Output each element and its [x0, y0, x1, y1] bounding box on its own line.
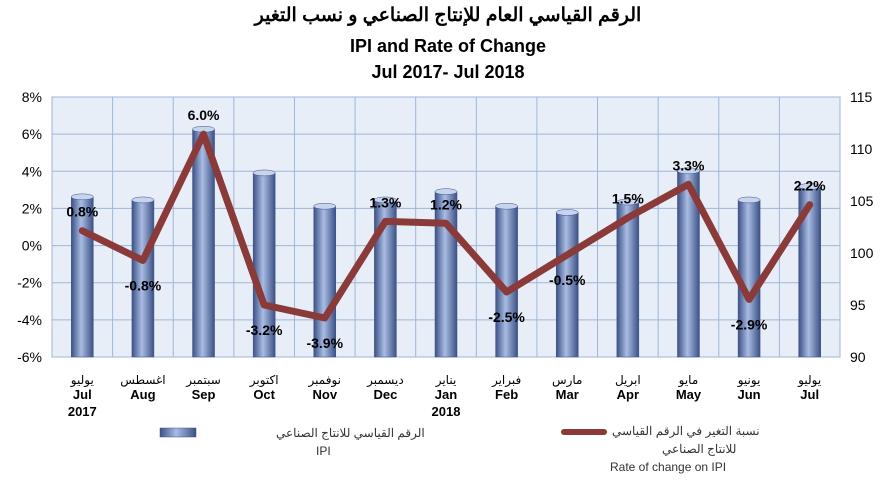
rate-data-label: 2.2% [794, 178, 826, 194]
y-left-tick-label: 6% [22, 126, 42, 142]
ipi-bar-top [737, 196, 761, 204]
x-tick-label-ar: فبراير [491, 373, 521, 388]
x-tick-label-en: Jul [800, 387, 819, 402]
chart-period: Jul 2017- Jul 2018 [371, 62, 525, 82]
rate-point [384, 220, 387, 223]
rate-data-label: -3.2% [246, 322, 283, 338]
y-right-tick-label: 95 [850, 297, 866, 313]
x-tick-label-en: Nov [312, 387, 337, 402]
rate-data-label: 6.0% [188, 107, 220, 123]
x-tick-label-ar: مايو [678, 373, 699, 388]
y-axis-right: 90 95 100 105 110 115 [850, 89, 874, 365]
rate-point [263, 304, 266, 306]
data-labels: 0.8% -0.8% 6.0% -3.2% -3.9% 1.3% 1.2% -2.5% -0.5… [66, 107, 826, 351]
ipi-bar-top [71, 193, 94, 201]
x-tick-label-en: Jan [435, 387, 457, 402]
x-tick-label-ar: سبتمبر [185, 373, 220, 388]
x-tick-label-ar: نوفمبر [308, 373, 341, 388]
rate-point [202, 133, 205, 136]
rate-line [78, 130, 814, 322]
rate-data-label: -0.8% [125, 277, 162, 293]
ipi-bar-top [434, 188, 458, 195]
y-right-tick-label: 100 [850, 245, 874, 261]
rate-data-label: -3.9% [306, 335, 343, 351]
chart-title-english: IPI and Rate of Change [349, 36, 547, 56]
rate-point [626, 216, 629, 219]
x-tick-label-ar: ابريل [615, 373, 641, 388]
rate-point [505, 291, 508, 293]
ipi-bar-top [616, 198, 640, 206]
ipi-bar [434, 191, 458, 358]
x-tick-label-year: 2017 [68, 404, 97, 419]
y-left-tick-label: 8% [22, 89, 42, 105]
y-left-tick-label: 2% [22, 200, 42, 216]
ipi-bar-top [252, 169, 276, 177]
rate-data-label: 0.8% [66, 204, 98, 220]
y-left-tick-label: -4% [17, 312, 42, 328]
legend-rate-arabic-line1: نسبة التغير في الرقم القياسي [612, 424, 760, 438]
y-right-tick-label: 90 [850, 349, 866, 365]
x-tick-label-ar: يونيو [737, 373, 761, 388]
y-left-tick-label: 0% [22, 238, 42, 254]
rate-point [445, 222, 447, 225]
rate-data-label: -0.5% [549, 272, 586, 288]
rate-point [808, 203, 811, 206]
y-right-tick-label: 115 [850, 89, 873, 105]
y-right-tick-label: 110 [850, 141, 873, 157]
x-tick-label-ar: يوليو [70, 373, 94, 388]
ipi-bar-top [798, 183, 821, 190]
ipi-bar-top [677, 167, 700, 175]
x-tick-label-en: Apr [617, 387, 639, 402]
x-tick-label-en: Dec [373, 387, 397, 402]
rate-data-label: -2.5% [488, 309, 525, 325]
x-tick-label-ar: اغسطس [120, 373, 165, 388]
ipi-bar [71, 196, 94, 358]
legend-symbols [159, 427, 607, 438]
x-tick-label-ar: مارس [552, 373, 583, 388]
rate-point [566, 253, 569, 256]
x-tick-label-en: Sep [192, 387, 216, 402]
x-tick-label-en: Jul [73, 387, 92, 402]
rate-point [141, 259, 144, 262]
rate-point [323, 317, 326, 319]
y-left-tick-label: -2% [17, 275, 42, 291]
x-tick-label-en: Mar [556, 387, 579, 402]
x-tick-label-ar: ديسمبر [366, 373, 404, 388]
ipi-bar-top [495, 202, 518, 210]
y-right-tick-label: 105 [850, 193, 874, 209]
rate-data-label: 3.3% [673, 157, 705, 173]
rate-data-label: 1.2% [430, 196, 462, 212]
rate-point [748, 298, 751, 301]
y-left-tick-label: -6% [17, 349, 42, 365]
legend-rate-arabic-line2: للانتاج الصناعي [662, 442, 737, 456]
x-axis: يوليوJul2017اغسطسAugسبتمبرSepاكتوبرOctنو… [68, 373, 821, 419]
x-tick-label-en: Oct [253, 387, 275, 402]
legend-rate-english: Rate of change on IPI [610, 460, 727, 474]
x-tick-label-en: Aug [130, 387, 155, 402]
rate-data-label: -2.9% [731, 316, 768, 332]
ipi-bar-top [131, 196, 155, 204]
rate-data-label: 1.3% [369, 194, 401, 210]
ipi-bar-top [374, 196, 397, 204]
legend-ipi-swatch [159, 427, 197, 438]
chart-title-arabic: الرقم القياسي العام للإنتاج الصناعي و نس… [254, 5, 642, 26]
x-tick-label-ar: اكتوبر [249, 373, 279, 388]
ipi-bar-top [555, 209, 579, 216]
rate-data-label: 1.5% [612, 191, 644, 207]
ipi-bar-top [313, 202, 337, 210]
x-tick-label-en: May [676, 387, 702, 402]
x-tick-label-en: Feb [495, 387, 518, 402]
x-tick-label-year: 2018 [432, 404, 461, 419]
legend-ipi-english: IPI [316, 444, 331, 458]
x-tick-label-ar: يناير [435, 373, 457, 388]
y-left-tick-label: 4% [22, 163, 42, 179]
y-axis-left: -6% -4% -2% 0% 2% 4% 6% 8% [17, 89, 42, 365]
x-tick-label-en: Jun [738, 387, 761, 402]
rate-point [687, 183, 690, 186]
x-tick-label-ar: يوليو [797, 373, 821, 388]
legend-ipi-arabic: الرقم القياسي للانتاج الصناعي [276, 426, 425, 440]
rate-point [81, 229, 84, 232]
